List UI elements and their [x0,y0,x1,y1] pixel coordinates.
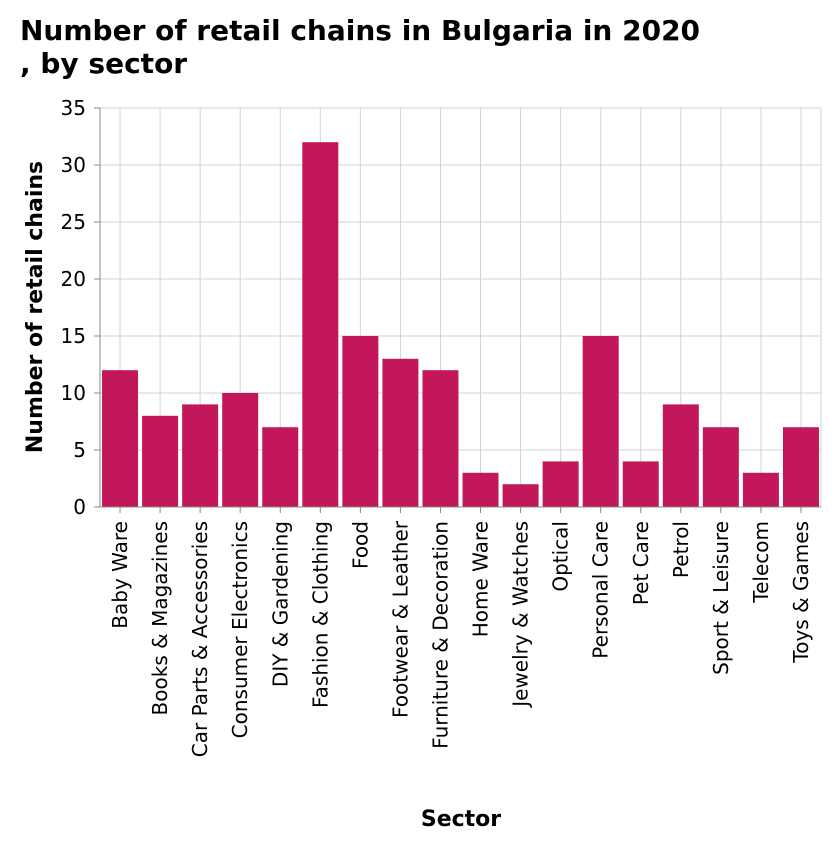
x-tick-label: Pet Care [629,521,653,605]
bar [222,393,259,507]
x-tick-label: Telecom [749,521,773,604]
bar [302,142,339,507]
bar [582,336,619,507]
y-tick-label: 30 [61,153,86,177]
x-tick-label: Optical [549,521,573,592]
bar [182,404,219,507]
x-tick-label: Consumer Electronics [228,521,252,738]
x-tick-label: Sport & Leisure [709,521,733,675]
x-tick-label: Petrol [669,521,693,578]
bar [142,415,179,507]
bar [622,461,659,507]
x-tick-label: Food [348,521,372,569]
bar [422,370,459,507]
chart-title: Number of retail chains in Bulgaria in 2… [20,14,701,80]
y-axis-title: Number of retail chains [23,161,48,453]
bar [262,427,299,507]
bars [102,142,819,507]
x-tick-label: Jewelry & Watches [509,521,533,709]
x-tick-label: Home Ware [469,521,493,637]
x-tick-label: Furniture & Decoration [428,521,452,749]
y-tick-label: 35 [61,96,86,120]
bar [382,358,419,507]
x-axis-title: Sector [421,807,501,832]
y-tick-label: 5 [73,438,86,462]
y-tick-label: 15 [61,324,86,348]
bar [782,427,819,507]
bar [102,370,139,507]
y-tick-label: 25 [61,210,86,234]
x-tick-label: Fashion & Clothing [308,521,332,708]
bar [462,472,499,507]
x-tick-label: Books & Magazines [148,521,172,715]
x-tick-labels: Baby Ware Books & Magazines Car Parts & Ac… [108,520,813,757]
axes [94,107,821,513]
x-tick-label: Toys & Games [789,521,813,664]
y-tick-label: 10 [61,381,86,405]
x-tick-label: Footwear & Leather [388,520,412,718]
bar [502,484,539,507]
y-tick-label: 20 [61,267,86,291]
y-tick-labels: 0 5 10 15 20 25 30 35 [61,96,86,519]
x-tick-label: Personal Care [589,521,613,659]
x-tick-label: Baby Ware [108,521,132,629]
bar [702,427,739,507]
x-tick-label: Car Parts & Accessories [188,521,212,757]
bar [542,461,579,507]
bar [662,404,699,507]
bar [342,336,379,507]
x-tick-label: DIY & Gardening [268,521,292,687]
y-tick-label: 0 [73,495,86,519]
bar [742,472,779,507]
